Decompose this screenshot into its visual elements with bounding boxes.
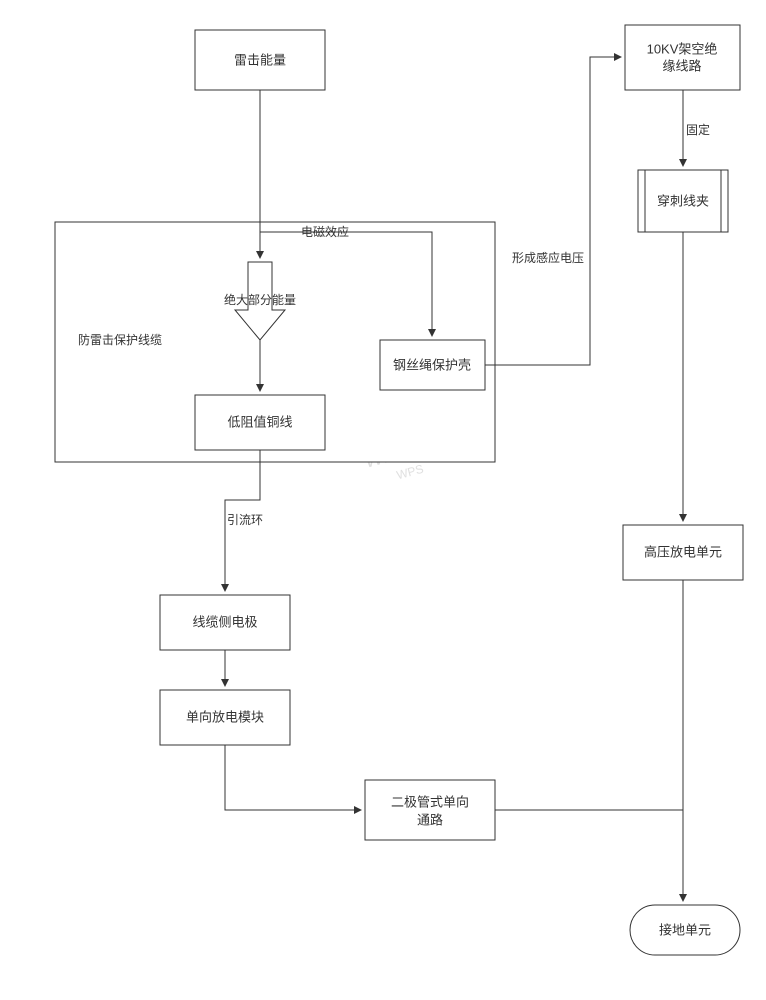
edge-drain-label: 引流环 <box>227 513 263 527</box>
edge-n3-n4 <box>485 57 621 365</box>
node-ground-unit-label: 接地单元 <box>659 923 711 938</box>
node-cable-electrode-label: 线缆侧电极 <box>192 615 257 630</box>
group-label: 防雷击保护线缆 <box>78 332 162 347</box>
watermark-sub: WPS <box>395 462 425 483</box>
edge-induced-label: 形成感应电压 <box>512 250 584 265</box>
edge-em-label: 电磁效应 <box>301 224 349 239</box>
edge-n8-n9 <box>225 745 361 810</box>
node-diode-path-label2: 通路 <box>417 813 443 828</box>
node-oneway-module-label: 单向放电模块 <box>186 710 264 725</box>
block-arrow-label: 绝大部分能量 <box>224 292 296 307</box>
node-diode-path <box>365 780 495 840</box>
node-10kv-line-label2: 缘线路 <box>662 59 701 74</box>
node-piercing-clamp-label: 穿刺线夹 <box>657 194 709 209</box>
node-10kv-line <box>625 25 740 90</box>
node-10kv-line-label1: 10KV架空绝 <box>647 42 718 57</box>
node-steel-shell-label: 钢丝绳保护壳 <box>393 358 471 373</box>
node-diode-path-label1: 二极管式单向 <box>391 795 469 810</box>
node-hv-discharge-label: 高压放电单元 <box>644 545 722 560</box>
node-copper-wire-label: 低阻值铜线 <box>227 415 292 430</box>
node-lightning-energy-label: 雷击能量 <box>234 53 286 68</box>
edge-fixed-label: 固定 <box>686 122 710 137</box>
